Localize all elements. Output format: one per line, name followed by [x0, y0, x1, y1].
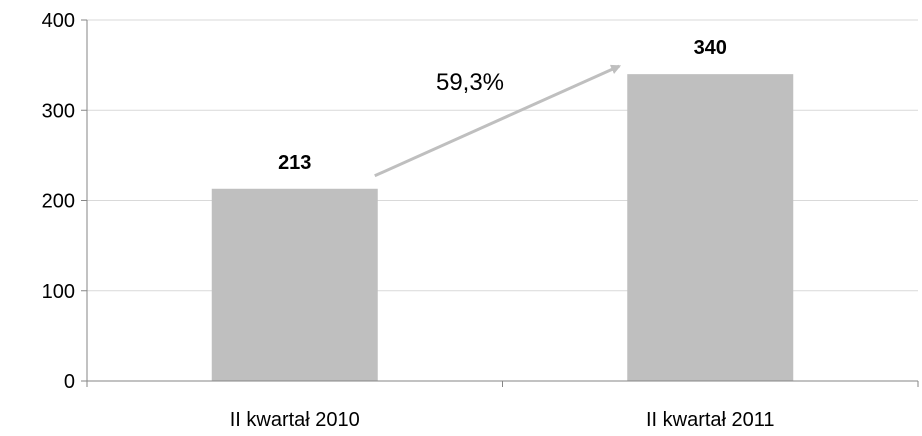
y-tick-label-400: 400: [42, 10, 75, 32]
y-tick-label-200: 200: [42, 191, 75, 213]
growth-percent-label: 59,3%: [436, 69, 504, 96]
gridlines: [87, 19, 918, 292]
y-tick-label-100: 100: [42, 281, 75, 303]
data-label-2: 340: [694, 37, 727, 59]
bars: [211, 74, 794, 382]
labels: 0 100 200 300 400 213 II kwartał 2010 340 II kwa…: [42, 10, 775, 431]
bar-1: [211, 188, 378, 381]
bar-2: [627, 74, 794, 382]
data-label-1: 213: [278, 152, 311, 174]
axes: [81, 19, 919, 387]
x-category-label-2: II kwartał 2011: [646, 409, 775, 431]
y-tick-label-0: 0: [64, 371, 75, 393]
x-category-label-1: II kwartał 2010: [230, 409, 360, 431]
growth-arrow: [374, 64, 622, 178]
y-tick-label-300: 300: [42, 100, 75, 122]
growth-annotation: 59,3%: [374, 64, 622, 178]
